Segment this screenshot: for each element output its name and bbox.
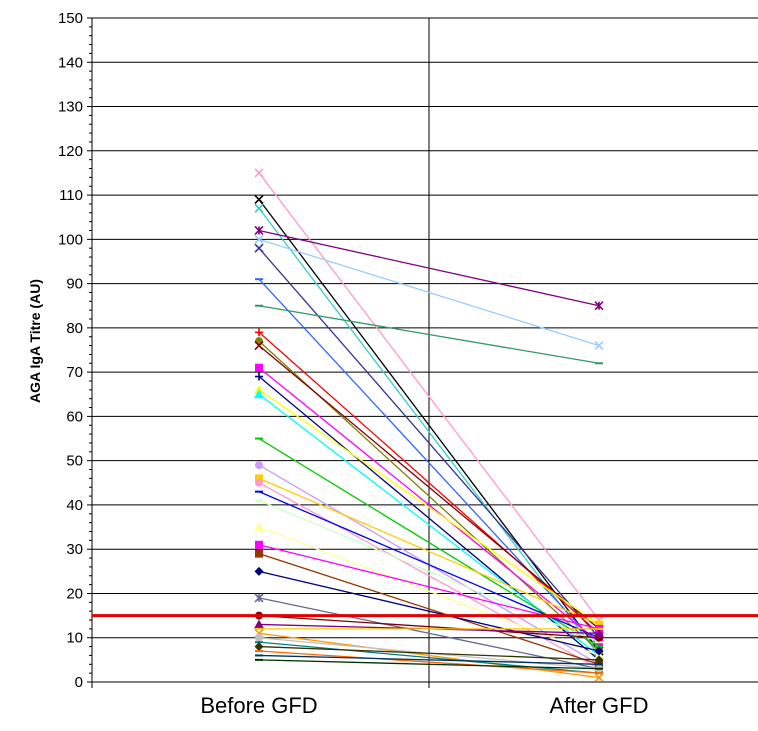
point-marker	[595, 620, 603, 629]
y-tick-label: 50	[66, 453, 83, 470]
point-marker	[254, 243, 264, 253]
series-18	[255, 474, 603, 629]
point-marker	[255, 478, 263, 487]
axes	[87, 17, 758, 688]
series-36	[255, 658, 603, 670]
point-marker	[594, 301, 604, 311]
axis-labels: AGA IgA Titre (AU) 0 10 20 30 40 50 60 70 80 90 10…	[27, 10, 649, 718]
point-marker	[254, 194, 264, 205]
series-line	[258, 305, 600, 364]
y-tick-label: 70	[66, 364, 83, 381]
series-8	[255, 304, 603, 365]
y-tick-label: 110	[59, 187, 83, 204]
series-21	[255, 499, 603, 644]
series-line	[258, 491, 600, 639]
series-line	[258, 172, 600, 621]
point-marker	[254, 522, 264, 532]
series-line	[258, 632, 600, 679]
series-line	[258, 659, 600, 670]
series-line	[258, 570, 600, 652]
point-marker	[254, 168, 264, 178]
point-marker	[254, 341, 264, 351]
series-line	[258, 229, 600, 307]
y-tick-label: 130	[58, 99, 83, 116]
series-35	[255, 654, 603, 666]
y-tick-label: 150	[58, 10, 83, 27]
series-line	[258, 645, 600, 661]
series-line	[258, 389, 600, 625]
series-line	[258, 641, 600, 674]
series-line	[258, 597, 600, 670]
point-marker	[594, 655, 604, 665]
point-marker	[255, 461, 263, 470]
series-34	[255, 650, 603, 675]
series-line	[258, 331, 600, 634]
series-line	[258, 477, 600, 626]
point-marker	[254, 389, 264, 399]
point-marker	[255, 328, 263, 337]
point-marker	[594, 341, 604, 351]
point-marker	[254, 642, 264, 652]
point-marker	[254, 225, 264, 236]
point-marker	[255, 337, 263, 346]
point-marker	[255, 372, 263, 381]
y-tick-label: 60	[66, 408, 83, 425]
point-marker	[254, 234, 264, 244]
point-marker	[254, 566, 264, 576]
point-marker	[255, 633, 263, 642]
point-marker	[594, 646, 604, 656]
series-4	[254, 225, 604, 311]
point-marker	[255, 549, 263, 558]
x-category-label: After GFD	[549, 693, 648, 718]
series-line	[258, 553, 600, 665]
y-tick-label: 30	[66, 541, 83, 558]
point-marker	[254, 203, 264, 213]
series-line	[258, 238, 600, 347]
y-tick-label: 100	[58, 231, 83, 248]
series-line	[258, 499, 600, 643]
point-marker	[594, 628, 604, 638]
series-5	[254, 234, 604, 351]
gridlines	[92, 17, 758, 639]
series-line	[258, 247, 600, 639]
x-category-label: Before GFD	[200, 693, 317, 718]
y-tick-label: 90	[66, 276, 83, 293]
series-1	[254, 168, 604, 625]
y-tick-label: 140	[58, 54, 83, 71]
series-lines	[254, 168, 604, 683]
point-marker	[594, 673, 604, 683]
series-line	[258, 367, 600, 643]
series-line	[258, 650, 600, 674]
y-tick-label: 10	[66, 630, 83, 647]
series-25	[254, 566, 604, 656]
series-line	[258, 199, 600, 652]
y-tick-label: 20	[66, 585, 83, 602]
series-33	[254, 642, 604, 665]
y-tick-label: 40	[66, 497, 83, 514]
y-tick-label: 0	[75, 674, 83, 691]
series-line	[258, 614, 600, 639]
point-marker	[254, 593, 264, 603]
point-marker	[254, 619, 264, 629]
point-marker	[255, 540, 263, 549]
point-marker	[255, 474, 263, 483]
y-axis-label: AGA IgA Titre (AU)	[27, 279, 43, 403]
y-tick-label: 80	[66, 320, 83, 337]
y-tick-label: 120	[58, 143, 83, 160]
series-line	[258, 437, 600, 648]
series-line	[258, 654, 600, 665]
point-marker	[255, 363, 263, 372]
series-line	[258, 345, 600, 630]
